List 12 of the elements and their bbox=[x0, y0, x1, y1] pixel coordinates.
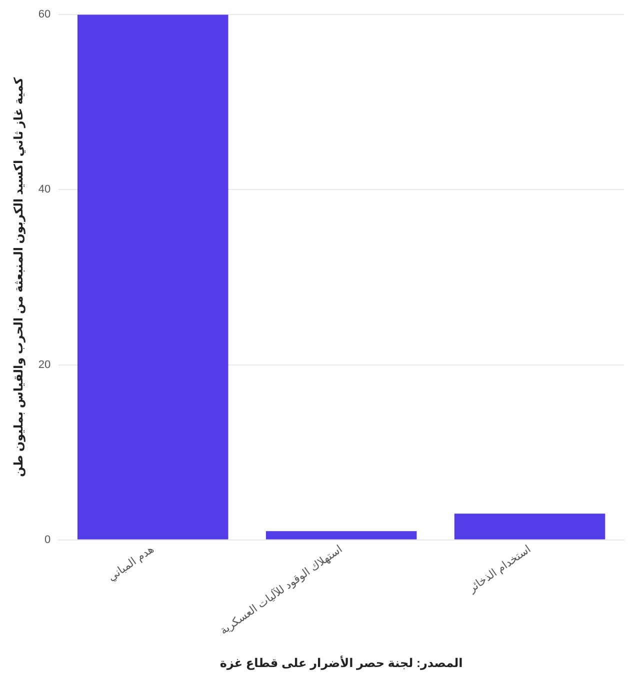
x-tick-label: استهلاك الوقود للآليات العسكرية bbox=[217, 542, 345, 638]
y-tick-label: 0 bbox=[44, 534, 51, 546]
y-axis-title: كمية غاز ثاني اكسيد الكربون المنبعثة من الحرب والقياس بمليون طن bbox=[12, 77, 26, 478]
x-axis-title: المصدر: لجنة حصر الأضرار على قطاع غزة bbox=[220, 655, 463, 670]
bar bbox=[77, 14, 228, 540]
bar bbox=[454, 514, 606, 540]
y-tick-label: 20 bbox=[38, 358, 51, 371]
y-tick-label: 60 bbox=[38, 8, 51, 21]
x-tick-label: هدم المباني bbox=[106, 543, 156, 584]
x-tick-label: استخدام الذخائر bbox=[466, 543, 534, 596]
bar bbox=[266, 531, 417, 540]
y-tick-label: 40 bbox=[38, 184, 51, 196]
